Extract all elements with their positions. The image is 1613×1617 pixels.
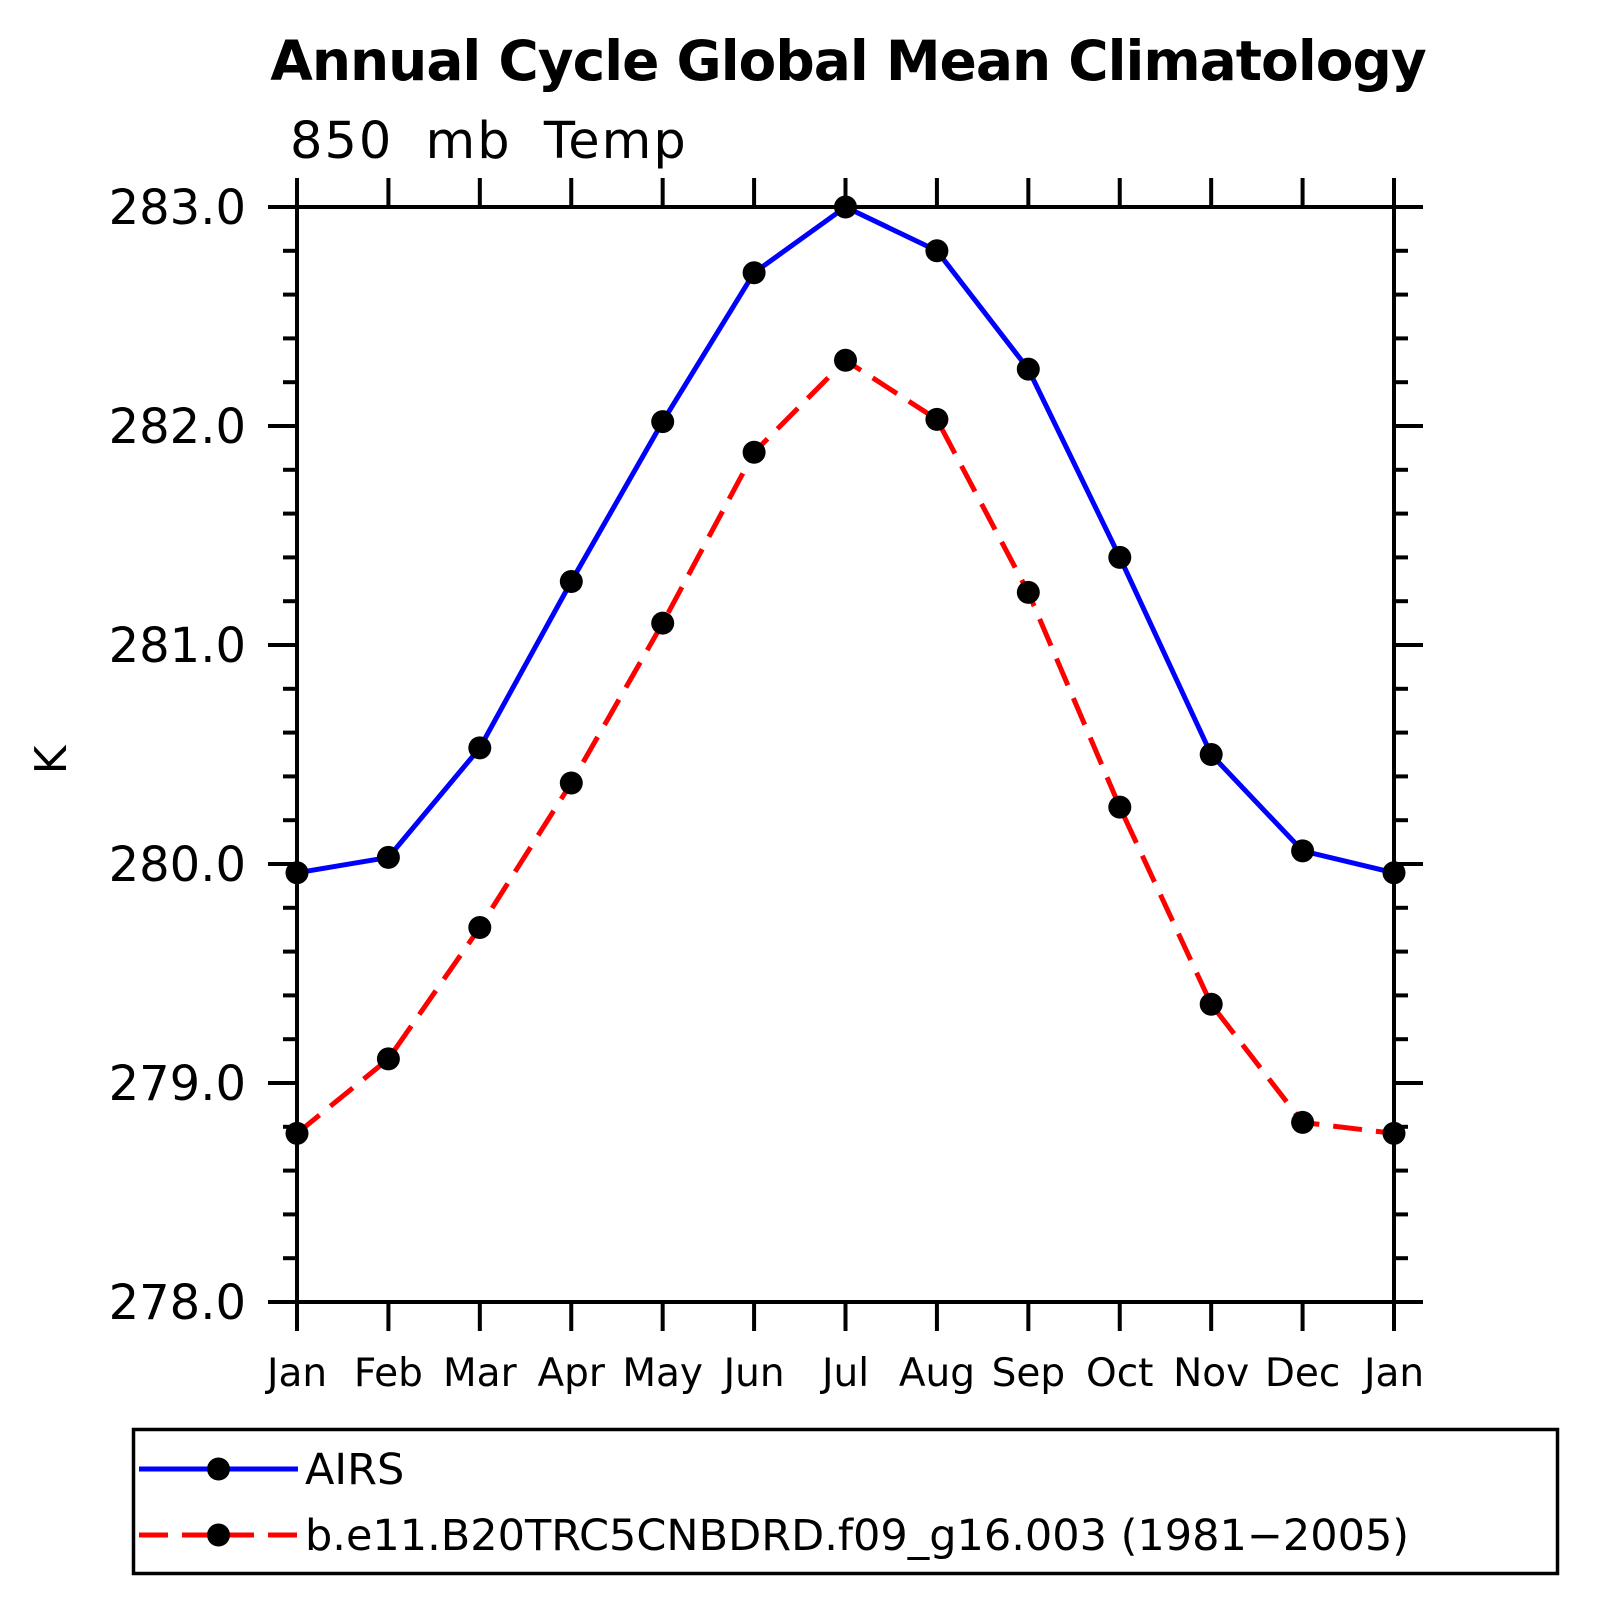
data-point-marker (1199, 992, 1223, 1016)
legend-box (131, 1427, 1560, 1576)
y-tick-label: 278.0 (109, 1275, 246, 1331)
x-tick-label: Sep (992, 1351, 1066, 1396)
x-tick-label: Jul (819, 1351, 869, 1396)
legend-label: b.e11.B20TRC5CNBDRD.f09_g16.003 (1981−20… (305, 1511, 1409, 1561)
series-line-0 (296, 204, 1395, 876)
axis-ticks (268, 178, 1423, 1331)
data-point-marker (1382, 861, 1406, 885)
chart-title: Annual Cycle Global Mean Climatology (270, 29, 1426, 93)
data-point-marker (651, 410, 675, 434)
series-line-1 (295, 357, 1395, 1136)
data-point-marker (651, 611, 675, 635)
x-tick-label: Jan (1361, 1351, 1424, 1396)
data-point-marker (376, 845, 400, 869)
legend: AIRS b.e11.B20TRC5CNBDRD.f09_g16.003 (198… (131, 1427, 1560, 1576)
x-tick-label: Mar (443, 1351, 518, 1396)
x-tick-labels: Jan Feb Mar Apr May Jun Jul Aug Sep Oct Nov Dec Jan (264, 1351, 1424, 1396)
data-point-marker (925, 407, 949, 431)
data-point-marker (559, 771, 583, 795)
legend-marker (207, 1523, 230, 1547)
x-tick-label: Oct (1086, 1351, 1153, 1396)
x-tick-label: Jan (264, 1351, 327, 1396)
data-point-marker (834, 195, 857, 219)
data-point-marker (468, 916, 492, 939)
x-tick-label: Jun (721, 1351, 785, 1396)
data-point-marker (1382, 1121, 1406, 1145)
data-point-marker (1016, 357, 1040, 381)
x-tick-label: Feb (354, 1351, 423, 1396)
data-point-marker (742, 261, 766, 285)
data-point-marker (1108, 795, 1132, 819)
y-tick-label: 280.0 (109, 837, 246, 893)
data-point-marker (925, 239, 949, 263)
legend-label: AIRS (305, 1445, 404, 1495)
y-tick-label: 279.0 (109, 1056, 246, 1112)
data-point-marker (1016, 580, 1040, 604)
data-point-marker (1199, 743, 1223, 766)
data-point-marker (468, 736, 492, 760)
data-point-marker (1291, 839, 1315, 863)
x-tick-label: Dec (1265, 1351, 1340, 1396)
data-point-marker (1291, 1110, 1315, 1134)
data-point-marker (834, 348, 857, 372)
y-tick-label: 283.0 (109, 180, 246, 236)
data-point-marker (559, 570, 583, 593)
data-point-marker (285, 1121, 309, 1145)
data-point-marker (1108, 545, 1132, 569)
y-axis-title: K (26, 744, 77, 774)
y-tick-labels: 278.0 279.0 280.0 281.0 282.0 283.0 (109, 180, 246, 1331)
data-point-marker (376, 1047, 400, 1071)
x-tick-label: May (622, 1351, 703, 1396)
x-tick-label: Aug (899, 1351, 975, 1396)
data-point-marker (742, 440, 766, 464)
y-tick-label: 282.0 (109, 399, 246, 455)
legend-marker (207, 1457, 230, 1481)
chart-subtitle: 850 mb Temp (290, 112, 688, 171)
y-tick-label: 281.0 (109, 618, 246, 674)
legend-items: AIRS b.e11.B20TRC5CNBDRD.f09_g16.003 (198… (139, 1445, 1409, 1561)
data-point-markers (285, 195, 1406, 1145)
x-tick-label: Nov (1173, 1351, 1249, 1396)
data-point-marker (285, 861, 309, 885)
data-series (295, 204, 1395, 1136)
x-tick-label: Apr (538, 1351, 606, 1396)
